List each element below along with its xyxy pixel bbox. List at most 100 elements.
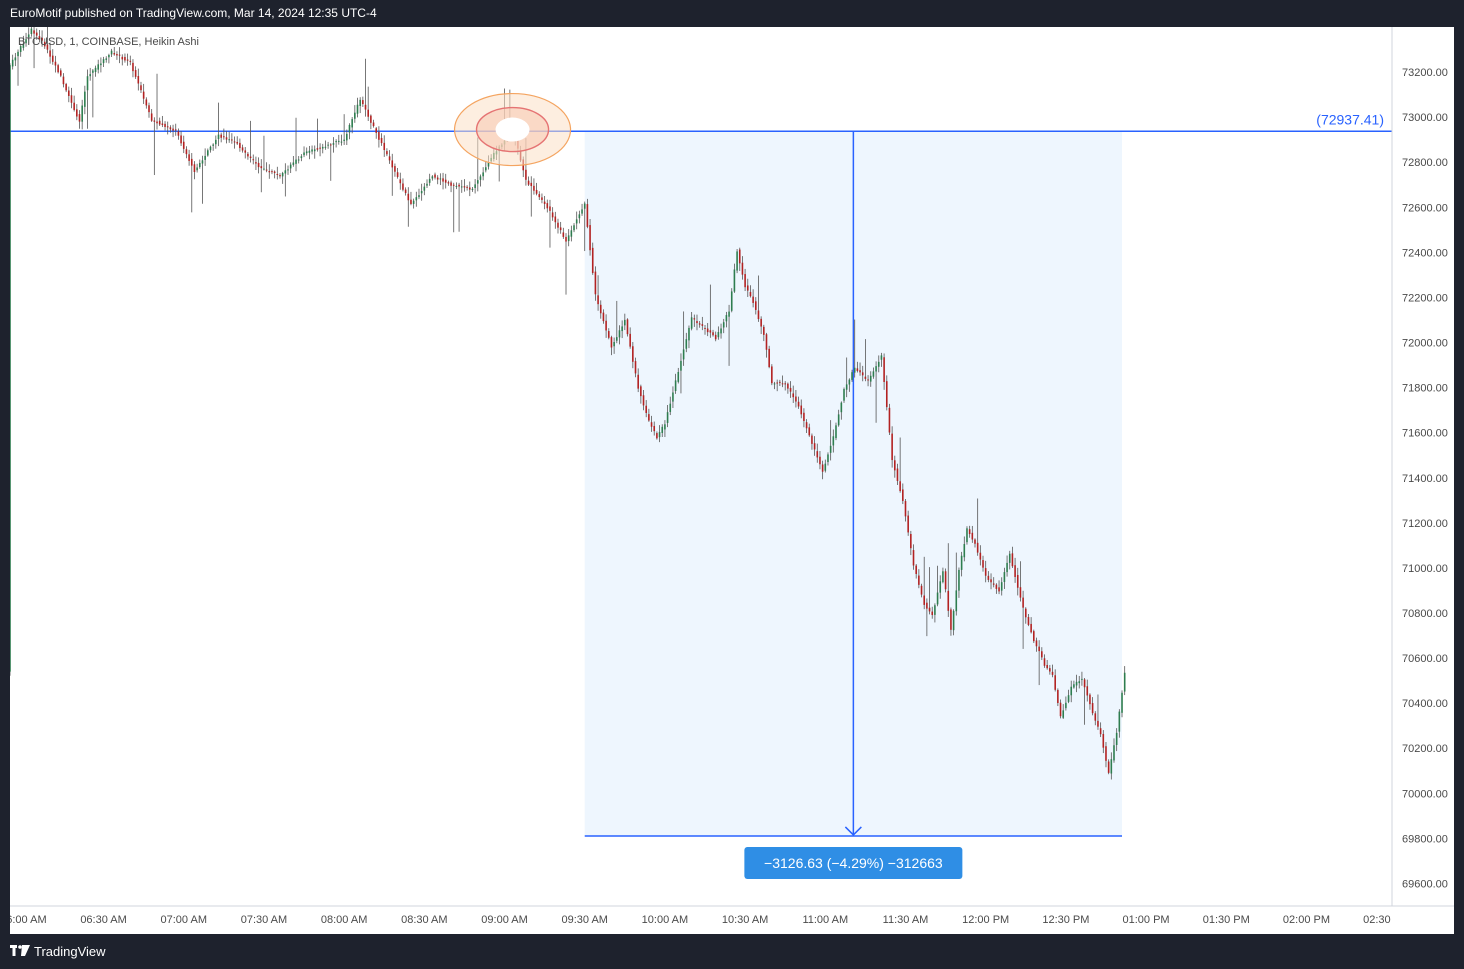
candle-body xyxy=(1091,703,1094,714)
candle-body xyxy=(92,70,94,73)
candle-body xyxy=(354,112,356,119)
x-tick-label: 07:30 AM xyxy=(241,914,287,926)
y-tick-label: 72800.00 xyxy=(1402,157,1448,169)
candle-body xyxy=(1097,720,1099,727)
candle-body xyxy=(893,460,896,471)
candles-layer xyxy=(9,23,1126,780)
candlestick-chart[interactable]: −3126.63 (−4.29%) −312663 (72937.41) 732… xyxy=(0,23,1454,934)
candle-body xyxy=(934,605,936,615)
candle-body xyxy=(78,114,81,122)
candle-body xyxy=(1006,562,1008,573)
candle-body xyxy=(1073,684,1075,688)
y-tick-label: 73200.00 xyxy=(1402,67,1448,79)
candle-body xyxy=(420,191,423,194)
y-tick-label: 69600.00 xyxy=(1402,878,1448,890)
candle-body xyxy=(463,186,466,188)
candle-body xyxy=(1075,681,1078,686)
candle-body xyxy=(784,383,787,385)
candle-body xyxy=(1043,658,1046,666)
candle-body xyxy=(11,59,14,67)
candle-body xyxy=(754,301,757,310)
candle-body xyxy=(102,59,105,64)
candle-body xyxy=(923,595,926,605)
candle-body xyxy=(273,171,276,174)
symbol-label: BTCUSD, 1, COINBASE, Heikin Ashi xyxy=(18,36,199,48)
candle-body xyxy=(605,320,607,331)
candle-body xyxy=(198,162,201,168)
candle-body xyxy=(116,53,118,56)
candle-body xyxy=(340,141,343,143)
x-tick-label: 11:00 AM xyxy=(802,914,848,926)
candle-body xyxy=(1118,711,1121,732)
candle-body xyxy=(46,44,49,50)
candle-body xyxy=(65,84,67,91)
candle-body xyxy=(311,149,313,152)
candle-body xyxy=(281,173,284,177)
candle-body xyxy=(912,550,915,566)
candle-body xyxy=(896,468,899,481)
candle-body xyxy=(1070,686,1073,696)
candle-body xyxy=(134,70,137,77)
candle-body xyxy=(1089,694,1091,705)
candle-body xyxy=(415,197,418,201)
candle-body xyxy=(952,610,955,631)
candle-body xyxy=(158,120,161,125)
candle-body xyxy=(840,402,843,413)
candle-body xyxy=(383,142,386,151)
candle-body xyxy=(1046,665,1048,669)
candle-body xyxy=(1065,702,1067,709)
candle-body xyxy=(795,396,797,402)
candle-body xyxy=(632,346,634,362)
x-tick-label: 06:00 AM xyxy=(10,914,47,926)
candle-body xyxy=(768,348,770,368)
candle-body xyxy=(634,361,637,374)
candle-body xyxy=(664,424,666,430)
candle-body xyxy=(439,178,442,180)
candle-body xyxy=(811,435,813,444)
x-tick-label: 10:30 AM xyxy=(722,914,768,926)
candle-body xyxy=(910,534,912,549)
x-tick-label: 09:30 AM xyxy=(561,914,607,926)
candle-body xyxy=(343,139,345,141)
candle-body xyxy=(164,123,166,127)
candle-body xyxy=(607,331,610,338)
candle-body xyxy=(428,178,431,183)
candle-body xyxy=(201,160,204,164)
candle-body xyxy=(324,146,327,148)
candle-body xyxy=(305,151,308,154)
candle-body xyxy=(110,50,113,55)
candle-body xyxy=(244,150,247,153)
candle-body xyxy=(27,34,30,38)
candle-body xyxy=(396,172,399,177)
candle-body xyxy=(920,585,923,595)
chart-frame[interactable]: −3126.63 (−4.29%) −312663 (72937.41) 732… xyxy=(0,23,1454,934)
candle-body xyxy=(875,366,877,372)
candle-body xyxy=(156,121,158,124)
candle-body xyxy=(976,542,979,553)
candle-body xyxy=(848,379,851,385)
candle-body xyxy=(888,407,891,433)
candle-body xyxy=(926,602,928,609)
candle-body xyxy=(947,590,950,611)
candle-body xyxy=(677,371,680,382)
candle-body xyxy=(763,326,765,335)
candle-body xyxy=(701,324,704,326)
candle-body xyxy=(346,133,348,141)
candle-body xyxy=(249,156,252,159)
candle-body xyxy=(968,529,971,535)
candle-body xyxy=(891,433,893,461)
candle-body xyxy=(471,188,474,190)
tradingview-brand[interactable]: TradingView xyxy=(10,942,106,960)
candle-body xyxy=(94,67,97,73)
candle-body xyxy=(535,189,538,194)
footer: TradingView xyxy=(0,934,1464,969)
candle-body xyxy=(460,186,463,188)
y-tick-label: 70200.00 xyxy=(1402,743,1448,755)
candle-body xyxy=(543,201,546,204)
candle-body xyxy=(41,37,43,41)
candle-body xyxy=(591,247,594,273)
candle-body xyxy=(776,382,778,384)
candle-body xyxy=(992,583,995,585)
candle-body xyxy=(1041,651,1043,658)
candle-body xyxy=(773,383,776,385)
